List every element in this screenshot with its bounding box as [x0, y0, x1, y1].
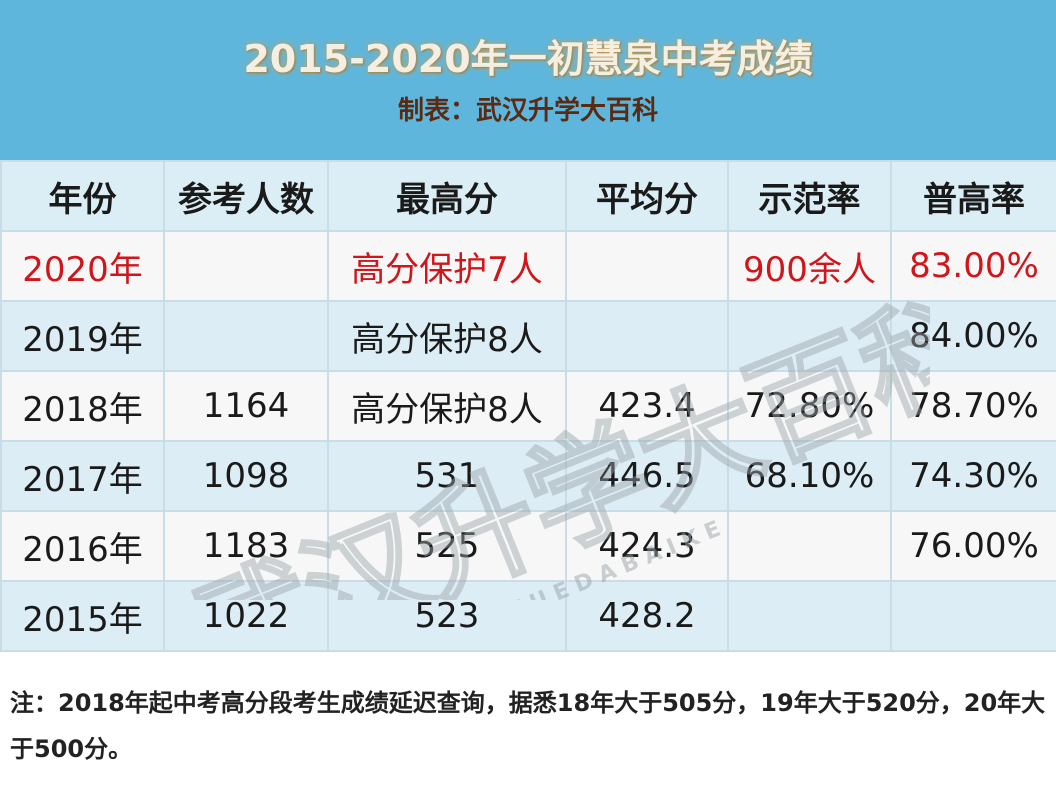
table-cell: 523: [327, 580, 567, 652]
table-cell: 2017年: [0, 440, 165, 512]
table-cell: [565, 300, 729, 372]
column-header: 普高率: [890, 160, 1056, 232]
table-cell: 高分保护8人: [327, 370, 567, 442]
table-cell: [163, 300, 329, 372]
table-cell: 78.70%: [890, 370, 1056, 442]
table-cell: 2015年: [0, 580, 165, 652]
table-cell: [565, 230, 729, 302]
table-row: 2020年 高分保护7人 900余人 83.00%: [0, 230, 1056, 302]
column-header: 示范率: [727, 160, 892, 232]
table-cell: 84.00%: [890, 300, 1056, 372]
header-row: 年份 参考人数 最高分 平均分 示范率 普高率: [0, 160, 1056, 232]
table-row: 2015年 1022 523 428.2: [0, 580, 1056, 652]
table-cell: [890, 580, 1056, 652]
table-cell: 2016年: [0, 510, 165, 582]
table-cell: 1164: [163, 370, 329, 442]
subtitle: 制表：武汉升学大百科: [397, 96, 658, 126]
table-cell: 424.3: [565, 510, 729, 582]
table-cell: 高分保护8人: [327, 300, 567, 372]
table-cell: 72.80%: [727, 370, 892, 442]
table-cell: 2019年: [0, 300, 165, 372]
table-cell: 83.00%: [890, 230, 1056, 302]
table-cell: 525: [327, 510, 567, 582]
table-cell: 1022: [163, 580, 329, 652]
table-row: 2016年 1183 525 424.3 76.00%: [0, 510, 1056, 582]
table-cell: 1183: [163, 510, 329, 582]
table-cell: 1098: [163, 440, 329, 512]
column-header: 年份: [0, 160, 165, 232]
table-cell: 76.00%: [890, 510, 1056, 582]
table-cell: 446.5: [565, 440, 729, 512]
title: 2015-2020年一初慧泉中考成绩: [243, 37, 813, 81]
note: 注：2018年起中考高分段考生成绩延迟查询，据悉18年大于505分，19年大于5…: [10, 689, 1046, 763]
table-cell: 高分保护7人: [327, 230, 567, 302]
score-table: 年份 参考人数 最高分 平均分 示范率 普高率 2020年 高分保护7人 900余人 83.00%…: [0, 160, 1056, 652]
table-cell: 2020年: [0, 230, 165, 302]
table-row: 2018年 1164 高分保护8人 423.4 72.80% 78.70%: [0, 370, 1056, 442]
table-cell: 68.10%: [727, 440, 892, 512]
table-cell: [727, 300, 892, 372]
table-cell: 428.2: [565, 580, 729, 652]
column-header: 最高分: [327, 160, 567, 232]
table-cell: [727, 510, 892, 582]
table-cell: [727, 580, 892, 652]
table-cell: [163, 230, 329, 302]
column-header: 参考人数: [163, 160, 329, 232]
table-cell: 74.30%: [890, 440, 1056, 512]
table-cell: 423.4: [565, 370, 729, 442]
table-cell: 900余人: [727, 230, 892, 302]
table-cell: 2018年: [0, 370, 165, 442]
column-header: 平均分: [565, 160, 729, 232]
table-cell: 531: [327, 440, 567, 512]
header: 2015-2020年一初慧泉中考成绩 制表：武汉升学大百科: [0, 0, 1056, 160]
table-row: 2017年 1098 531 446.5 68.10% 74.30%: [0, 440, 1056, 512]
table-row: 2019年 高分保护8人 84.00%: [0, 300, 1056, 372]
